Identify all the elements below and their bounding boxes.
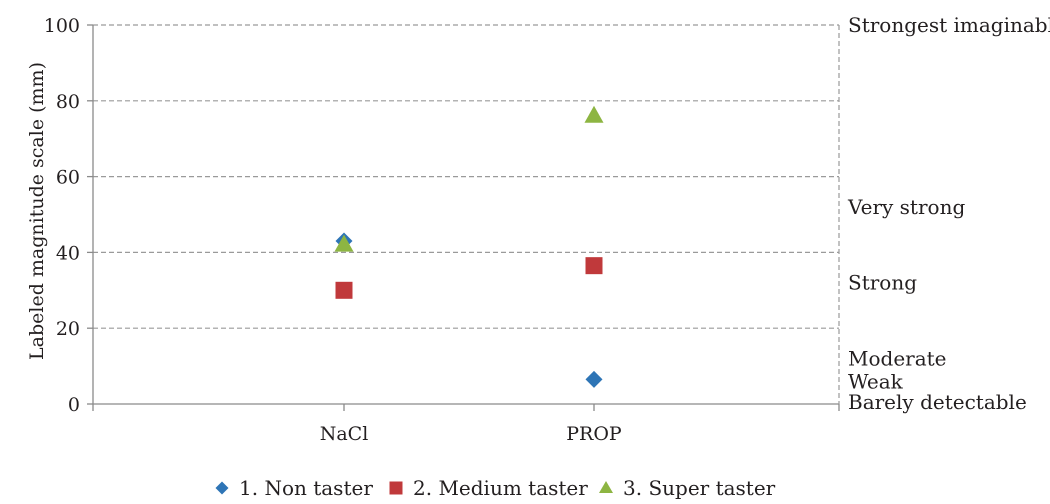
x-category-label: NaCl (320, 423, 369, 445)
y-axis-label: Labeled magnitude scale (mm) (26, 62, 48, 360)
legend-label: 1. Non taster (239, 476, 373, 499)
lms-label: Strong (848, 271, 917, 295)
y-tick-label: 60 (56, 167, 80, 189)
axes (87, 24, 840, 411)
y-tick-labels: 0 20 40 60 80 100 (44, 15, 80, 416)
lms-label: Strongest imaginable (848, 13, 1050, 37)
data-points (334, 105, 604, 388)
legend-marker-square (389, 481, 403, 495)
y-tick-label: 40 (56, 242, 80, 264)
lms-label: Very strong (847, 195, 965, 219)
legend-marker-triangle (599, 481, 613, 493)
legend-label: 3. Super taster (623, 476, 776, 499)
lms-label: Moderate (848, 347, 947, 371)
x-category-label: PROP (566, 423, 622, 445)
lms-scale-labels: Strongest imaginable Very strong Strong Mod… (847, 13, 1050, 414)
data-point-triangle (334, 234, 354, 252)
data-point-triangle (584, 105, 604, 123)
legend-label: 2. Medium taster (413, 476, 588, 499)
lms-label: Weak (848, 369, 904, 393)
data-point-diamond (585, 370, 603, 388)
legend-marker-diamond (215, 481, 229, 495)
data-point-square (335, 281, 353, 299)
y-tick-label: 80 (56, 91, 80, 113)
grid-lines (93, 24, 839, 329)
x-category-labels: NaCl PROP (320, 423, 622, 445)
y-tick-label: 0 (68, 394, 80, 416)
y-tick-label: 100 (44, 15, 80, 37)
y-tick-label: 20 (56, 318, 80, 340)
lms-label: Barely detectable (848, 390, 1027, 414)
data-point-square (585, 257, 603, 275)
legend: 1. Non taster 2. Medium taster 3. Super ta… (215, 476, 776, 500)
